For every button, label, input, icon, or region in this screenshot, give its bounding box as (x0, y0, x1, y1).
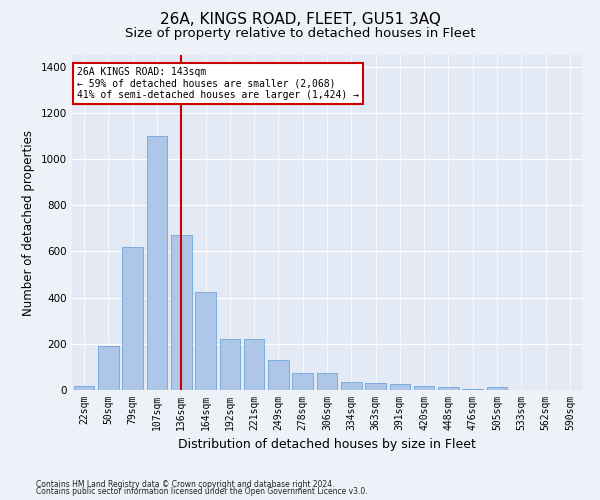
Bar (438, 387, 459, 390)
Text: Contains HM Land Registry data © Crown copyright and database right 2024.: Contains HM Land Registry data © Crown c… (36, 480, 335, 489)
Bar (146, 136, 167, 390)
Bar (341, 382, 362, 390)
Bar (195, 292, 216, 390)
Bar (292, 372, 313, 390)
Bar (220, 339, 240, 390)
Bar (244, 339, 265, 390)
Bar (98, 346, 119, 390)
X-axis label: Distribution of detached houses by size in Fleet: Distribution of detached houses by size … (178, 438, 476, 452)
Bar (487, 387, 508, 390)
Bar (317, 372, 337, 390)
Text: Size of property relative to detached houses in Fleet: Size of property relative to detached ho… (125, 28, 475, 40)
Bar (463, 389, 483, 390)
Bar (74, 386, 94, 390)
Bar (122, 247, 143, 390)
Bar (414, 386, 434, 390)
Bar (365, 383, 386, 390)
Text: 26A, KINGS ROAD, FLEET, GU51 3AQ: 26A, KINGS ROAD, FLEET, GU51 3AQ (160, 12, 440, 28)
Text: Contains public sector information licensed under the Open Government Licence v3: Contains public sector information licen… (36, 487, 368, 496)
Bar (389, 384, 410, 390)
Y-axis label: Number of detached properties: Number of detached properties (22, 130, 35, 316)
Bar (268, 360, 289, 390)
Bar (171, 235, 191, 390)
Text: 26A KINGS ROAD: 143sqm
← 59% of detached houses are smaller (2,068)
41% of semi-: 26A KINGS ROAD: 143sqm ← 59% of detached… (77, 66, 359, 100)
